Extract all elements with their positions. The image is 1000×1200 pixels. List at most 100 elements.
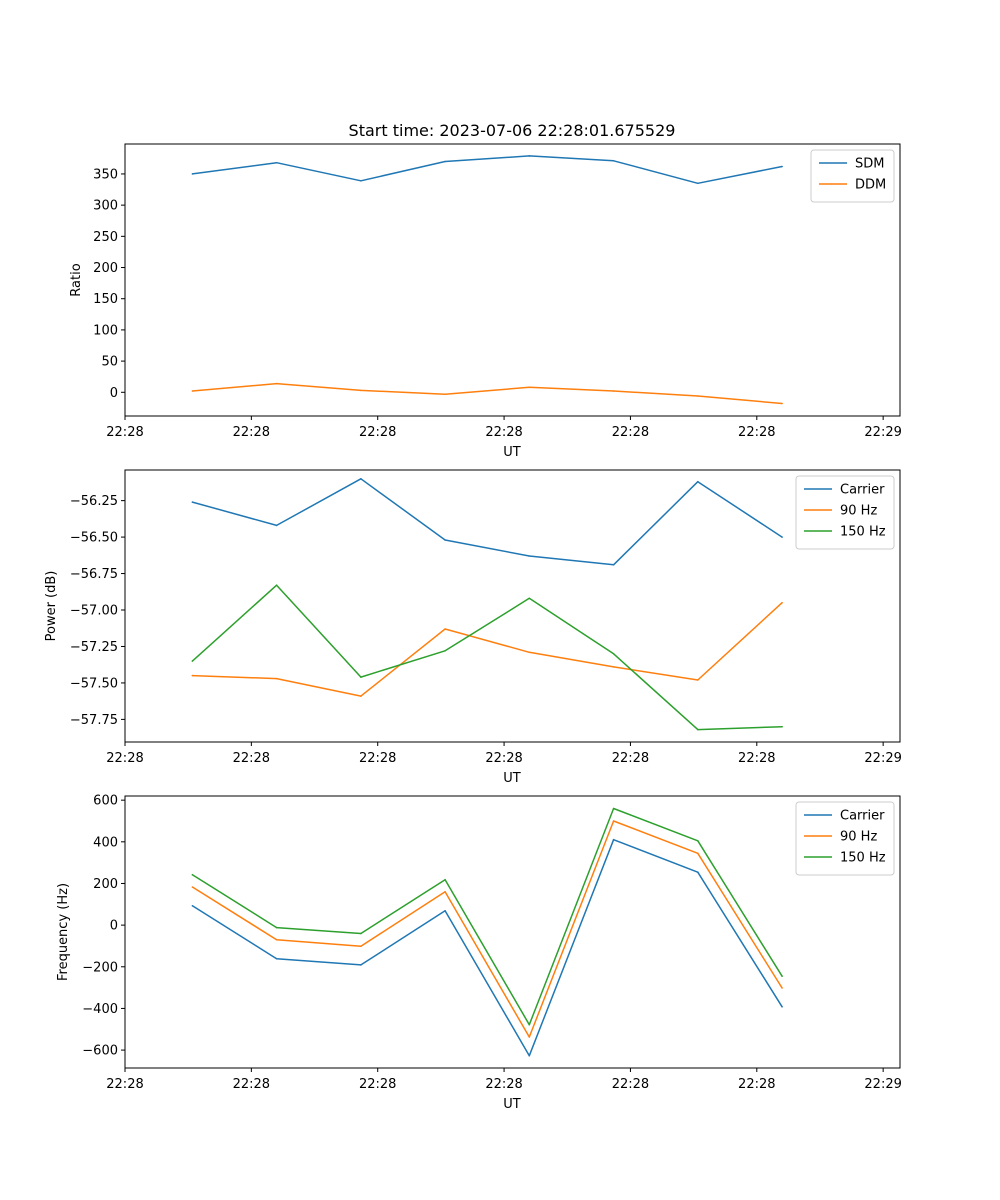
power-data-point [444, 628, 446, 630]
power-data-point [191, 660, 194, 662]
frequency-series-line-150-hz [192, 807, 783, 1026]
frequency-data-point [360, 945, 362, 947]
frequency-data-point [444, 891, 446, 893]
ratio-y-tick-label: 100 [93, 323, 118, 338]
power-series-line-150-hz [191, 584, 783, 731]
frequency-y-tick-label: −600 [82, 1044, 118, 1059]
ratio-data-point [360, 389, 362, 392]
power-series-line-90-hz [192, 602, 783, 697]
frequency-y-tick-label: 0 [110, 919, 118, 934]
ratio-data-point [444, 160, 446, 163]
power-data-point [612, 564, 615, 566]
power-legend-label: 150 Hz [840, 525, 886, 540]
frequency-data-point [781, 1006, 783, 1008]
frequency-data-point [191, 905, 194, 907]
power-x-tick-label: 22:28 [612, 751, 649, 766]
frequency-x-tick-label: 22:29 [864, 1077, 901, 1092]
ratio-data-point [528, 386, 531, 389]
ratio-data-point [444, 393, 446, 396]
ratio-x-tick-label: 22:28 [485, 425, 522, 440]
power-data-point [360, 676, 362, 678]
frequency-data-point [697, 852, 699, 855]
ratio-data-point [528, 155, 531, 157]
power-y-tick-label: −57.00 [70, 604, 118, 619]
frequency-data-point [360, 964, 362, 966]
power-data-point [275, 677, 278, 680]
frequency-data-point [444, 878, 446, 881]
frequency-legend-label: 150 Hz [840, 851, 886, 866]
frequency-x-tick-label: 22:28 [106, 1077, 143, 1092]
power-data-point [275, 584, 278, 586]
frequency-x-tick-label: 22:28 [233, 1077, 270, 1092]
ratio-x-tick-label: 22:28 [106, 425, 143, 440]
frequency-data-point [275, 938, 278, 941]
frequency-x-tick-label: 22:28 [612, 1077, 649, 1092]
power-data-point [781, 536, 783, 538]
frequency-x-tick-label: 22:28 [485, 1077, 522, 1092]
power-data-point [781, 601, 783, 604]
ratio-y-axis-label: Ratio [69, 263, 84, 296]
power-data-point [444, 650, 446, 652]
ratio-axes-frame [124, 143, 901, 417]
ratio-x-tick-label: 22:29 [864, 425, 901, 440]
frequency-y-tick-label: −400 [82, 1002, 118, 1017]
ratio-data-point [360, 180, 362, 182]
frequency-legend-label: 90 Hz [840, 830, 877, 845]
power-data-point [781, 725, 783, 728]
power-data-point [612, 666, 615, 668]
ratio-x-tick-label: 22:28 [738, 425, 775, 440]
ratio-x-axis-label: UT [503, 445, 521, 460]
ratio-x-tick-label: 22:28 [612, 425, 649, 440]
power-y-tick-label: −57.50 [70, 676, 118, 691]
ratio-legend-label: SDM [855, 157, 884, 172]
ratio-y-tick-label: 300 [93, 199, 118, 214]
chart-title: Start time: 2023-07-06 22:28:01.675529 [349, 121, 676, 140]
ratio-series-line-ddm [192, 382, 783, 405]
frequency-series-line-90-hz [192, 820, 783, 1038]
frequency-y-axis-label: Frequency (Hz) [56, 883, 71, 981]
ratio-x-tick-label: 22:28 [359, 425, 396, 440]
power-x-tick-label: 22:29 [864, 751, 901, 766]
power-y-tick-label: −56.75 [70, 567, 118, 582]
power-x-axis-label: UT [503, 771, 521, 786]
frequency-x-axis-label: UT [503, 1097, 521, 1112]
power-x-tick-label: 22:28 [233, 751, 270, 766]
power-data-point [191, 501, 194, 503]
frequency-series-line-carrier [192, 838, 783, 1057]
power-x-tick-label: 22:28 [485, 751, 522, 766]
frequency-x-tick-label: 22:28 [359, 1077, 396, 1092]
frequency-data-point [444, 910, 446, 912]
frequency-y-tick-label: −200 [82, 960, 118, 975]
ratio-data-point [275, 382, 278, 385]
power-axes-frame [124, 469, 901, 743]
ratio-data-point [612, 390, 615, 392]
power-data-point [528, 597, 531, 600]
frequency-y-tick-label: 600 [93, 794, 118, 809]
frequency-x-tick-label: 22:28 [738, 1077, 775, 1092]
ratio-data-point [781, 402, 783, 405]
frequency-panel: UT Frequency (Hz) 22:28 22:28 22:28 22:28 22… [56, 794, 902, 1112]
power-data-point [528, 555, 531, 557]
ratio-data-point [697, 182, 699, 185]
ratio-y-tick-label: 50 [101, 355, 118, 370]
power-data-point [612, 653, 615, 655]
frequency-data-point [781, 975, 783, 977]
ratio-data-point [191, 173, 194, 175]
frequency-data-point [612, 838, 615, 841]
frequency-data-point [612, 807, 615, 810]
power-series-line-carrier [192, 478, 783, 566]
frequency-data-point [528, 1023, 531, 1026]
ratio-data-point [612, 160, 615, 162]
frequency-y-tick-label: 400 [93, 835, 118, 850]
power-data-point [360, 478, 362, 480]
ratio-legend-label: DDM [855, 178, 886, 193]
power-x-tick-label: 22:28 [106, 751, 143, 766]
frequency-data-point [528, 1054, 531, 1057]
ratio-data-point [697, 395, 699, 397]
frequency-data-point [360, 932, 362, 935]
power-y-tick-label: −57.25 [70, 640, 118, 655]
ratio-y-tick-label: 250 [93, 230, 118, 245]
ratio-data-point [191, 390, 194, 392]
frequency-legend-label: Carrier [840, 809, 885, 824]
